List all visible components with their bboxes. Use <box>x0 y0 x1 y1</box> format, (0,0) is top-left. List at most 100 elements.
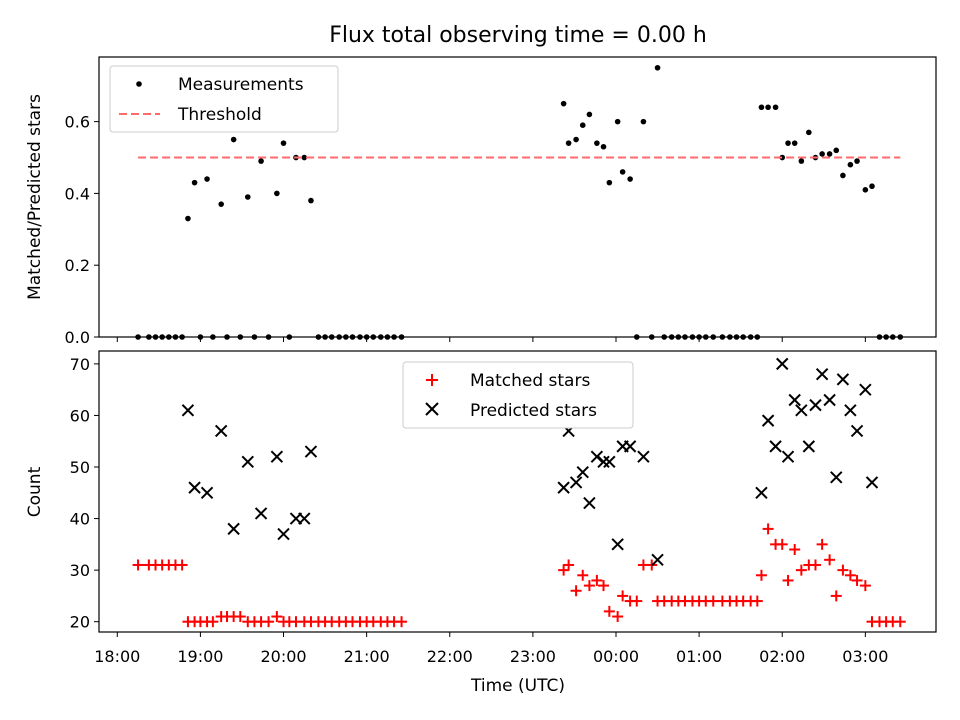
predicted-star-point <box>623 440 637 453</box>
measurement-point <box>204 176 210 182</box>
legend-predicted-marker <box>425 402 439 416</box>
matched-star-point <box>617 590 629 602</box>
predicted-star-point <box>830 471 843 484</box>
predicted-star-point <box>603 455 616 469</box>
predicted-star-point <box>769 440 782 453</box>
matched-star-point <box>603 605 615 617</box>
bottom-y-tick-label: 20 <box>70 613 90 632</box>
predicted-star-point <box>850 424 864 438</box>
predicted-star-point <box>181 404 195 417</box>
x-tick-label: 03:00 <box>842 647 888 666</box>
matched-star-point <box>558 564 570 576</box>
bottom-y-axis-label: Count <box>25 466 45 517</box>
x-tick-label: 01:00 <box>676 647 722 666</box>
measurement-point <box>854 158 860 164</box>
predicted-star-point <box>865 476 879 489</box>
bottom-y-ticks: 20 30 40 50 60 70 <box>70 355 99 632</box>
measurement-point <box>806 129 812 136</box>
bottom-y-tick-label: 50 <box>70 458 90 477</box>
bottom-y-tick-label: 30 <box>70 561 90 580</box>
matched-star-point <box>809 559 821 571</box>
matched-star-point <box>263 616 275 628</box>
matched-star-point <box>577 569 589 581</box>
matched-star-point <box>776 538 788 550</box>
measurement-point <box>840 172 846 179</box>
x-axis-label: Time (UTC) <box>470 676 565 696</box>
matched-star-point <box>132 559 144 571</box>
x-tick-label: 02:00 <box>759 647 805 666</box>
top-y-axis-label: Matched/Predicted stars <box>25 94 45 300</box>
matched-star-point <box>234 611 246 623</box>
top-y-ticks: 0.0 0.2 0.4 0.6 <box>65 113 99 347</box>
top-plot-area <box>135 64 904 340</box>
bottom-y-tick-label: 40 <box>70 510 90 529</box>
matched-star-point <box>837 564 849 576</box>
measurement-point <box>833 147 840 154</box>
measurement-point <box>606 179 613 186</box>
predicted-star-point <box>815 367 829 381</box>
top-x-ticks <box>116 337 866 342</box>
measurement-point <box>586 111 593 118</box>
predicted-star-point <box>590 450 604 463</box>
top-legend-box <box>109 65 339 133</box>
predicted-star-point <box>836 373 850 386</box>
measurement-point <box>765 104 771 111</box>
predicted-star-point <box>781 450 795 463</box>
x-tick-label: 23:00 <box>510 647 556 666</box>
legend-matched-label: Matched stars <box>470 371 590 391</box>
measurement-point <box>258 158 264 164</box>
predicted-star-point <box>227 522 240 536</box>
matched-star-point <box>795 564 807 576</box>
measurement-point <box>791 140 798 146</box>
predicted-star-point <box>788 393 801 407</box>
bottom-x-ticks: 18:00 19:00 20:00 21:00 22:00 23:00 00:00 01:00… <box>94 632 888 666</box>
bottom-y-tick-label: 60 <box>70 406 90 425</box>
bottom-axes-frame <box>98 350 937 633</box>
matched-star-point <box>830 590 842 602</box>
matched-star-point <box>751 595 763 607</box>
top-y-tick-label: 0.2 <box>65 256 90 275</box>
matched-star-point <box>271 611 283 623</box>
measurement-point <box>819 151 825 157</box>
measurement-point <box>627 176 633 182</box>
matched-star-point <box>207 616 219 628</box>
matched-star-point <box>859 580 871 592</box>
x-tick-label: 18:00 <box>94 647 140 666</box>
matched-star-point <box>844 569 856 581</box>
measurement-point <box>826 151 833 157</box>
matched-star-point <box>824 554 836 566</box>
top-axes-frame <box>98 56 937 338</box>
matched-star-point <box>570 585 582 597</box>
legend-predicted-label: Predicted stars <box>470 401 597 421</box>
measurement-point <box>579 122 586 129</box>
measurement-point <box>230 136 237 143</box>
measurement-point <box>847 161 854 168</box>
matched-star-point <box>762 523 774 535</box>
legend-threshold-label: Threshold <box>177 105 262 125</box>
measurement-point <box>600 143 607 150</box>
predicted-star-point <box>304 445 318 458</box>
x-tick-label: 19:00 <box>177 647 223 666</box>
measurement-point <box>560 100 567 107</box>
matched-star-point <box>598 580 610 592</box>
measurement-point <box>308 197 314 204</box>
predicted-star-point <box>298 512 311 525</box>
matched-star-point <box>755 569 767 581</box>
matched-star-point <box>851 574 863 586</box>
predicted-star-point <box>557 481 570 494</box>
matched-star-point <box>816 538 828 550</box>
measurement-point <box>191 179 198 186</box>
measurement-point <box>218 201 224 207</box>
x-tick-label: 20:00 <box>260 647 306 666</box>
bottom-plot-area <box>132 357 906 628</box>
measurement-point <box>573 136 579 143</box>
predicted-star-point <box>859 383 872 396</box>
predicted-star-point <box>809 398 822 412</box>
x-tick-label: 21:00 <box>344 647 390 666</box>
top-legend: Measurements Threshold <box>109 65 339 133</box>
matched-star-point <box>789 544 801 556</box>
matched-star-point <box>631 595 643 607</box>
measurement-point <box>614 118 621 125</box>
matched-star-point <box>396 616 408 628</box>
